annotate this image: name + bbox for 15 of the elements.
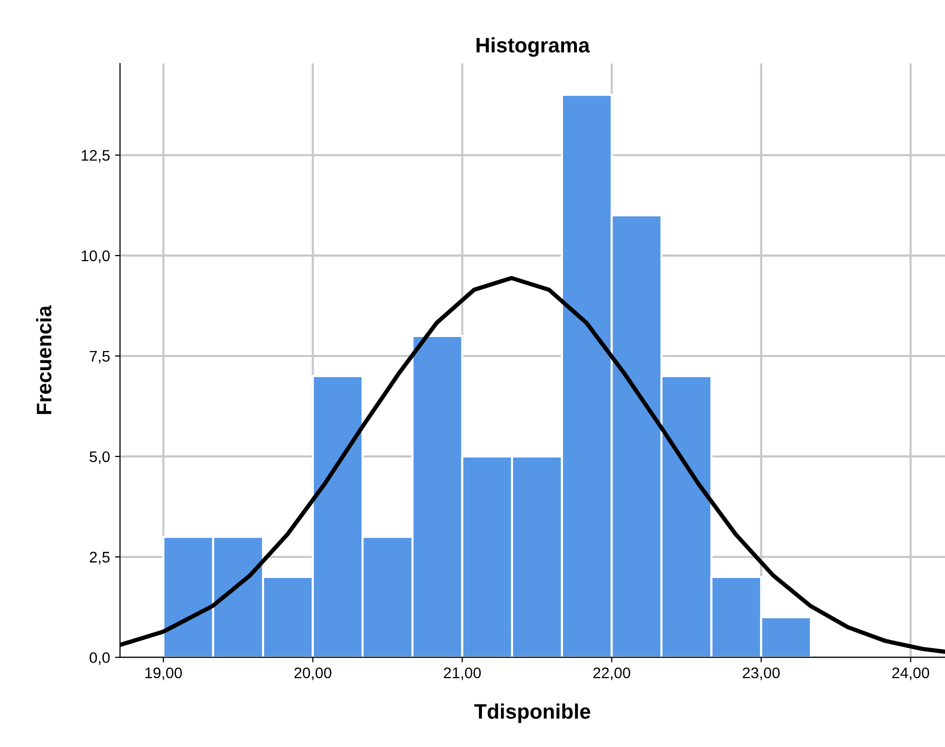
x-tick-label: 21,00 [444, 667, 481, 680]
x-tick-label: 20,00 [294, 667, 332, 680]
x-tick-label: 23,00 [742, 667, 780, 680]
chart-title: Histograma [476, 37, 590, 57]
y-tick-label: 10,0 [82, 250, 110, 264]
y-tick-label: 12,5 [82, 150, 110, 163]
y-tick-label: 0,0 [90, 652, 110, 665]
y-axis-title: Frecuencia [36, 305, 52, 414]
x-axis-title: Tdisponible [474, 704, 590, 723]
y-tick-label: 7,5 [90, 351, 110, 364]
x-tick-label: 24,00 [892, 667, 930, 680]
y-tick-label: 2,5 [90, 552, 110, 564]
y-tick-label: 5,0 [90, 451, 110, 464]
x-tick-label: 19,00 [145, 667, 182, 680]
x-tick-label: 22,00 [593, 667, 630, 680]
